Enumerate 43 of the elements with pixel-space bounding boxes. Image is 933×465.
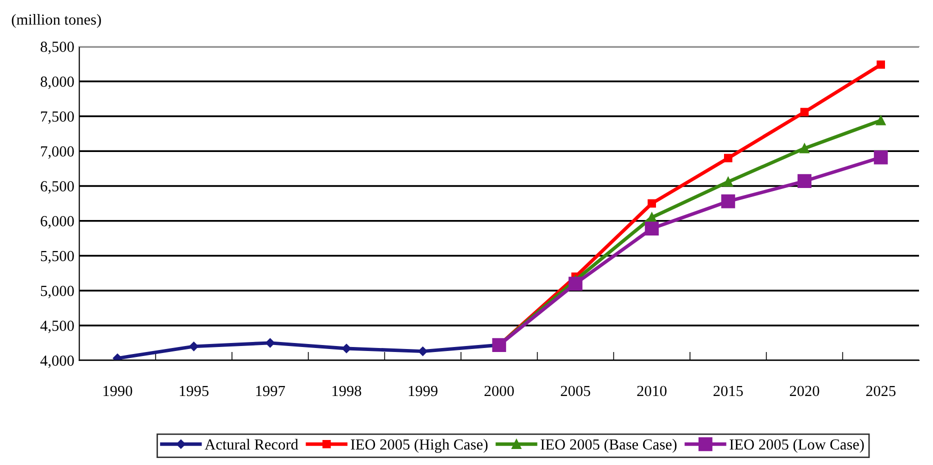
point bbox=[800, 108, 809, 116]
x-tick-label: 1997 bbox=[256, 386, 285, 396]
point bbox=[648, 199, 656, 208]
point bbox=[800, 143, 810, 154]
point bbox=[721, 194, 736, 208]
point bbox=[112, 354, 122, 360]
x-tick-label: 2010 bbox=[637, 386, 667, 396]
legend-label: IEO 2005 (High Case) bbox=[350, 438, 488, 453]
x-tick-label: 2020 bbox=[790, 386, 820, 396]
x-tick-label: 1998 bbox=[332, 386, 362, 396]
point bbox=[568, 276, 582, 291]
y-tick-label: 6,500 bbox=[40, 181, 74, 194]
x-tick-label: 1990 bbox=[104, 386, 132, 396]
y-tick-label: 5,000 bbox=[40, 286, 74, 298]
point bbox=[189, 342, 198, 352]
point bbox=[876, 116, 886, 126]
point bbox=[266, 338, 275, 348]
y-tick-label: 7,000 bbox=[41, 146, 74, 159]
y-tick-label: 7,500 bbox=[41, 111, 74, 124]
point bbox=[723, 176, 734, 187]
x-tick-label: 2000 bbox=[484, 386, 514, 396]
point bbox=[418, 346, 428, 356]
legend-label: Actural Record bbox=[204, 438, 298, 450]
point bbox=[798, 174, 812, 188]
legend-label: IEO 2005 (Low Case) bbox=[730, 438, 864, 453]
y-tick-label: 6,000 bbox=[40, 216, 74, 229]
y-tick-label: 5,500 bbox=[40, 250, 74, 264]
x-tick-label: 1995 bbox=[180, 386, 208, 396]
point bbox=[876, 60, 886, 69]
x-tick-label: 1999 bbox=[408, 386, 438, 396]
y-tick-label: 8,500 bbox=[40, 42, 74, 54]
point bbox=[342, 344, 352, 354]
y-axis-title: (million tones) bbox=[12, 14, 101, 28]
y-tick-label: 4,000 bbox=[40, 356, 74, 368]
point bbox=[874, 150, 888, 164]
y-tick-label: 4,500 bbox=[40, 320, 74, 334]
x-tick-label: 2025 bbox=[866, 386, 896, 396]
point bbox=[724, 154, 732, 162]
x-tick-label: 2015 bbox=[714, 386, 743, 396]
x-tick-label: 2005 bbox=[560, 386, 590, 396]
legend-label: IEO 2005 (Base Case) bbox=[540, 438, 677, 453]
point bbox=[644, 222, 659, 236]
y-tick-label: 8,000 bbox=[40, 76, 74, 90]
